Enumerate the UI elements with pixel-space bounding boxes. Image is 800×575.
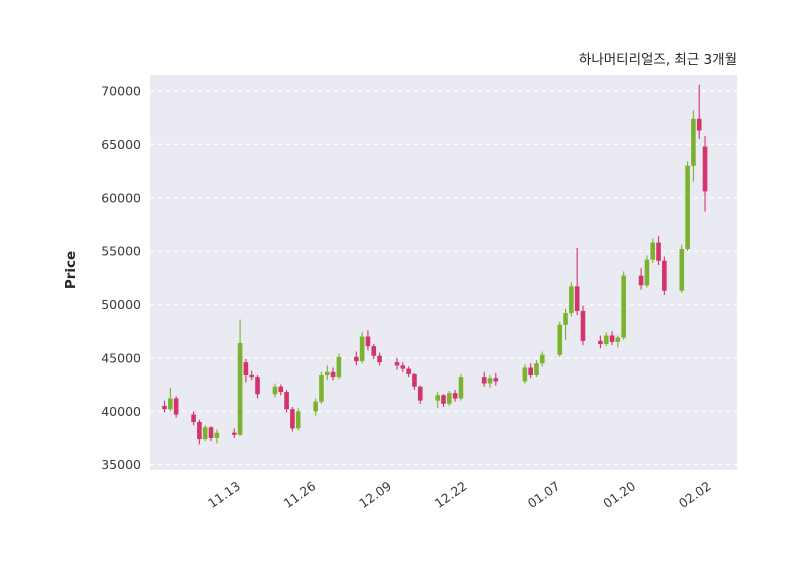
- candle-body: [656, 242, 661, 261]
- candle-body: [696, 118, 702, 131]
- candle-body: [458, 377, 464, 399]
- candle-body: [685, 165, 690, 250]
- candle-body: [359, 336, 365, 362]
- candle-body: [290, 409, 295, 429]
- candle-body: [272, 386, 278, 395]
- x-tick-label: 01.20: [600, 478, 638, 511]
- candle-body: [540, 354, 545, 364]
- candle-body: [447, 393, 452, 404]
- x-tick-label: 01.07: [525, 478, 563, 511]
- candle-body: [284, 392, 289, 410]
- y-tick-label: 35000: [101, 457, 141, 472]
- candle-body: [417, 386, 423, 401]
- candle-body: [481, 377, 487, 384]
- candle-body: [569, 286, 574, 314]
- y-tick-label: 45000: [101, 350, 141, 365]
- candle-body: [441, 395, 446, 404]
- candle-body: [603, 335, 609, 345]
- candle-body: [650, 242, 656, 260]
- y-tick-label: 55000: [101, 244, 141, 259]
- candle-body: [243, 362, 249, 375]
- x-tick-label: 12.09: [356, 478, 394, 511]
- candle-body: [487, 378, 493, 384]
- candle-body: [621, 275, 626, 338]
- y-tick-label: 50000: [101, 297, 141, 312]
- candle-body: [435, 395, 440, 401]
- candle-body: [249, 374, 255, 378]
- y-tick-label: 70000: [101, 84, 141, 99]
- candle-body: [638, 275, 644, 286]
- candle-body: [255, 377, 260, 395]
- chart-title: 하나머티리얼즈, 최근 3개월: [578, 52, 737, 68]
- candle-body: [324, 371, 330, 375]
- candle-body: [371, 346, 377, 356]
- candle-body: [609, 335, 615, 342]
- candle-body: [354, 356, 359, 362]
- candle-body: [644, 259, 650, 286]
- candle-body: [493, 378, 499, 382]
- candle-body: [412, 373, 417, 387]
- candle-body: [313, 401, 318, 412]
- y-tick-label: 60000: [101, 190, 141, 205]
- candle-body: [336, 356, 342, 378]
- candle-body: [377, 355, 382, 363]
- candle-body: [162, 405, 167, 410]
- candle-body: [231, 432, 237, 435]
- candle-body: [168, 398, 173, 410]
- candle-body: [691, 118, 696, 166]
- candle-body: [679, 249, 685, 291]
- candle-body: [208, 427, 214, 438]
- candle-body: [615, 337, 621, 342]
- candle-body: [214, 432, 220, 438]
- candle-body: [295, 411, 301, 429]
- y-tick-label: 40000: [101, 404, 141, 419]
- candle-body: [528, 367, 533, 375]
- x-tick-label: 12.22: [432, 478, 470, 511]
- y-tick-label: 65000: [101, 137, 141, 152]
- candle-body: [702, 146, 708, 192]
- candle-body: [278, 386, 284, 393]
- candle-body: [319, 374, 324, 402]
- candle-body: [197, 421, 202, 440]
- candle-body: [237, 342, 243, 435]
- candle-body: [394, 362, 400, 366]
- candle-body: [522, 367, 528, 382]
- candle-body: [452, 393, 458, 399]
- candle-body: [406, 368, 411, 374]
- candle-body: [365, 336, 371, 347]
- candle-body: [662, 260, 667, 291]
- candle-body: [173, 398, 179, 415]
- y-axis-label: Price: [63, 250, 80, 290]
- candle-body: [580, 310, 586, 341]
- x-tick-label: 02.02: [676, 478, 714, 511]
- candle-body: [598, 340, 603, 345]
- candle-body: [534, 363, 539, 375]
- candle-body: [400, 365, 406, 369]
- candle-body: [330, 371, 336, 378]
- x-tick-label: 11.13: [205, 478, 243, 511]
- candle-body: [191, 414, 196, 422]
- candle-body: [563, 313, 568, 325]
- candle-body: [574, 286, 580, 311]
- candle-body: [557, 324, 563, 355]
- candle-body: [202, 427, 208, 440]
- x-tick-label: 11.26: [281, 478, 319, 511]
